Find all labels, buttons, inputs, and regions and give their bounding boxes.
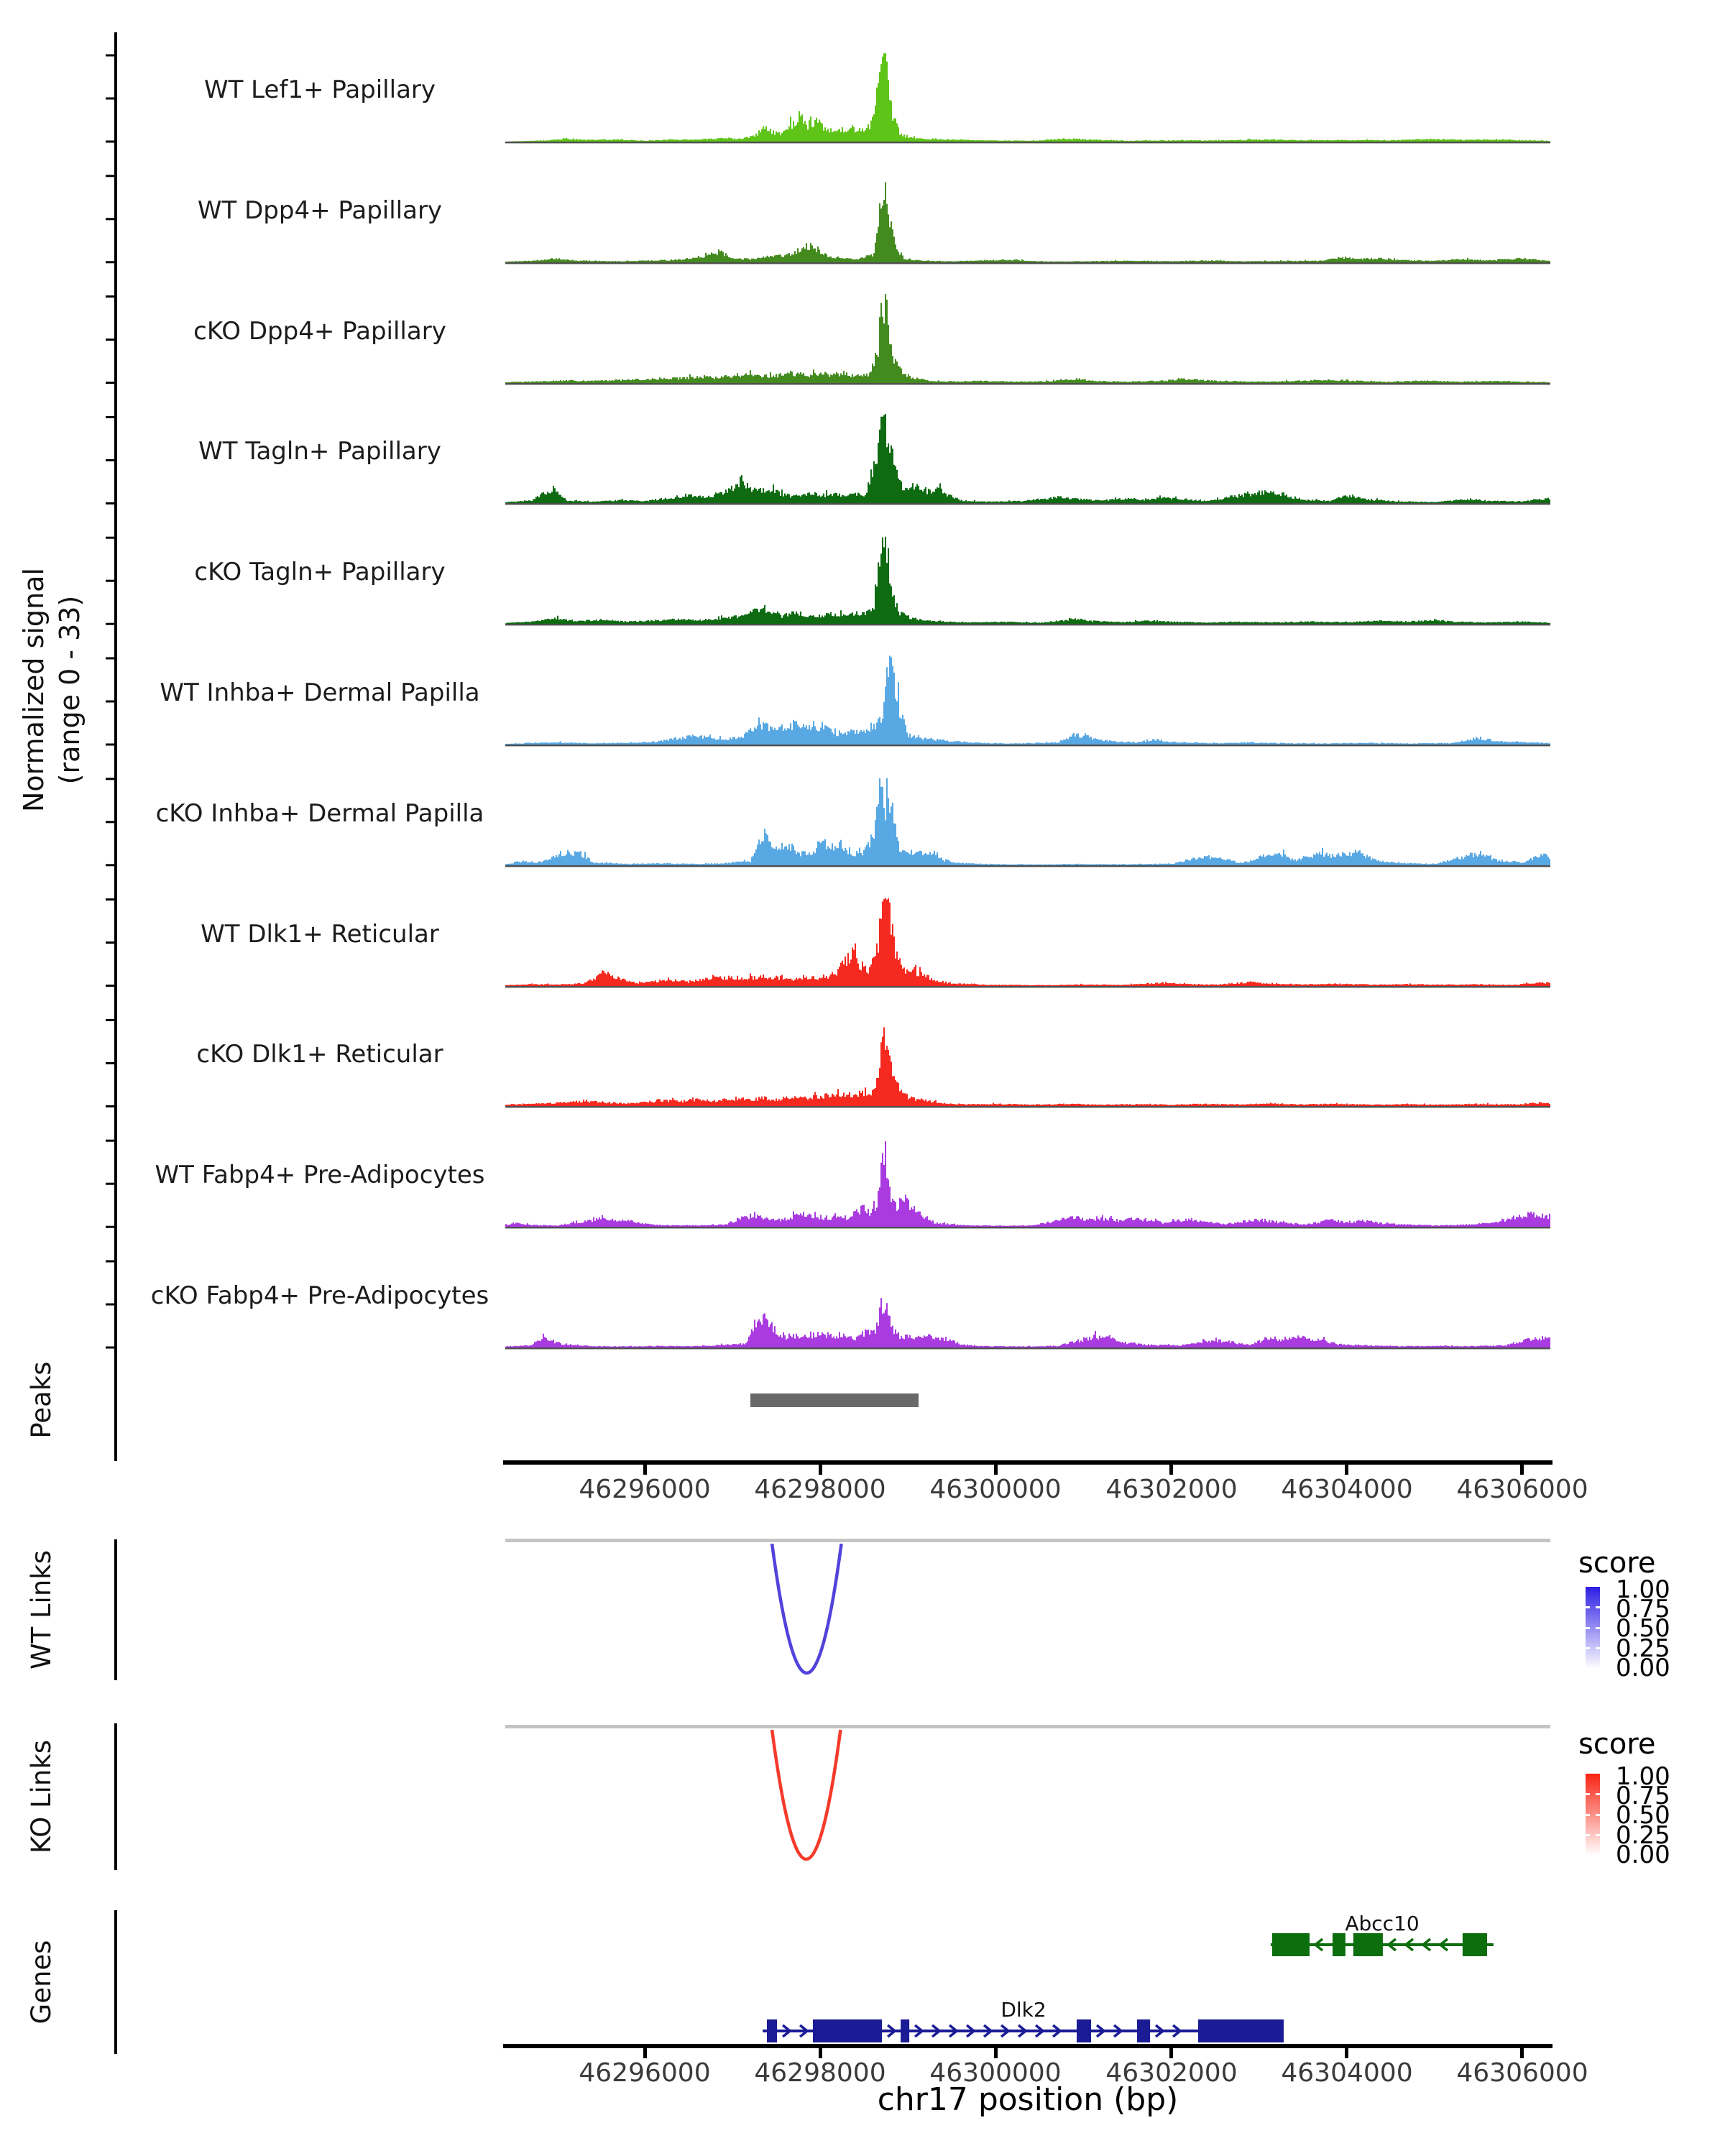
axis-tick-label: 46300000 — [929, 1475, 1062, 1504]
wt-links-bracket — [114, 1539, 117, 1680]
score-legend-label: 0.75 — [1616, 1782, 1670, 1810]
coverage-track — [505, 1298, 1550, 1350]
axis-tick — [819, 2048, 822, 2058]
legend-tick-mark — [1596, 1834, 1600, 1836]
legend-tick-mark — [1586, 1647, 1590, 1649]
gene-model-abcc10 — [1270, 1933, 1494, 1956]
track-label: cKO Tagln+ Papillary — [194, 558, 446, 587]
axis-tick — [643, 1465, 647, 1475]
gene-model-dlk2 — [763, 2019, 1284, 2042]
wt-score-legend-title: score — [1578, 1547, 1656, 1580]
track-label: cKO Dpp4+ Papillary — [193, 316, 446, 346]
axis-tick — [1169, 2048, 1173, 2058]
axis-tick — [1520, 2048, 1524, 2058]
coverage-track — [505, 182, 1550, 264]
ko-links-bracket — [114, 1723, 117, 1870]
gene-name-abcc10: Abcc10 — [1345, 1912, 1420, 1935]
axis-tick — [994, 1465, 998, 1475]
legend-tick-mark — [1596, 1793, 1600, 1795]
coverage-track — [505, 293, 1550, 384]
coverage-track — [505, 414, 1550, 505]
track-label: cKO Fabp4+ Pre-Adipocytes — [150, 1281, 489, 1310]
coverage-track — [505, 1141, 1550, 1229]
score-legend-label: 0.50 — [1616, 1801, 1670, 1830]
genomic-axis-line — [503, 1460, 1552, 1465]
track-label: WT Fabp4+ Pre-Adipocytes — [155, 1161, 485, 1190]
track-label: WT Tagln+ Papillary — [198, 437, 441, 466]
axis-tick-label: 46306000 — [1456, 1475, 1588, 1504]
coverage-track — [505, 898, 1550, 987]
coverage-track — [505, 52, 1550, 144]
axis-tick-label: 46298000 — [754, 2058, 886, 2088]
score-legend-label: 0.25 — [1616, 1821, 1670, 1850]
coverage-track — [505, 778, 1550, 867]
score-legend-label: 1.00 — [1616, 1575, 1670, 1604]
peaks-bracket — [114, 1339, 117, 1461]
score-legend-label: 0.50 — [1616, 1614, 1670, 1643]
legend-tick-mark — [1586, 1627, 1590, 1629]
axis-tick — [994, 2048, 998, 2058]
legend-tick-mark — [1586, 1793, 1590, 1795]
track-label: WT Lef1+ Papillary — [203, 75, 436, 104]
gene-name-dlk2: Dlk2 — [1000, 1998, 1046, 2022]
legend-tick-mark — [1596, 1647, 1600, 1649]
score-legend-label: 0.25 — [1616, 1634, 1670, 1663]
ko-score-legend-title: score — [1578, 1728, 1656, 1761]
axis-tick-label: 46306000 — [1456, 2058, 1588, 2088]
score-legend-label: 0.00 — [1616, 1654, 1670, 1682]
score-legend-label: 0.00 — [1616, 1841, 1670, 1869]
axis-tick — [1345, 2048, 1348, 2058]
axis-tick — [819, 1465, 822, 1475]
coverage-track — [505, 536, 1550, 626]
links-arcs — [770, 1729, 842, 1861]
signal-y-axis — [106, 32, 117, 1355]
axis-tick — [643, 2048, 647, 2058]
legend-tick-mark — [1596, 1606, 1600, 1608]
track-label: cKO Dlk1+ Reticular — [196, 1040, 443, 1069]
axis-tick-label: 46304000 — [1281, 2058, 1413, 2088]
legend-tick-mark — [1586, 1834, 1590, 1836]
score-legend-label: 0.75 — [1616, 1595, 1670, 1623]
peak-region-bar — [750, 1393, 919, 1407]
axis-tick — [1169, 1465, 1173, 1475]
genes-bracket — [114, 1910, 117, 2054]
axis-tick-label: 46302000 — [1105, 1475, 1238, 1504]
links-baseline — [505, 1725, 1550, 1728]
axis-tick-label: 46304000 — [1281, 1475, 1413, 1504]
axis-tick-label: 46300000 — [929, 2058, 1062, 2088]
axis-tick-label: 46296000 — [579, 2058, 711, 2088]
track-label: cKO Inhba+ Dermal Papilla — [155, 798, 484, 828]
score-legend-label: 1.00 — [1616, 1762, 1670, 1791]
axis-tick-label: 46296000 — [579, 1475, 711, 1504]
links-arcs — [770, 1543, 843, 1674]
axis-tick — [1520, 1465, 1524, 1475]
track-label: WT Dpp4+ Papillary — [197, 195, 443, 225]
coverage-track — [505, 655, 1550, 747]
legend-tick-mark — [1596, 1814, 1600, 1816]
axis-tick-label: 46302000 — [1105, 2058, 1238, 2088]
genomic-axis-line — [503, 2044, 1552, 2048]
legend-tick-mark — [1586, 1606, 1590, 1608]
track-label: WT Inhba+ Dermal Papilla — [160, 678, 480, 707]
legend-tick-mark — [1596, 1627, 1600, 1629]
axis-tick — [1345, 1465, 1348, 1475]
coverage-track — [505, 1027, 1550, 1108]
track-label: WT Dlk1+ Reticular — [201, 919, 439, 949]
axis-tick-label: 46298000 — [754, 1475, 886, 1504]
legend-tick-mark — [1586, 1814, 1590, 1816]
x-axis-title: chr17 position (bp) — [877, 2081, 1179, 2118]
links-baseline — [505, 1539, 1550, 1542]
